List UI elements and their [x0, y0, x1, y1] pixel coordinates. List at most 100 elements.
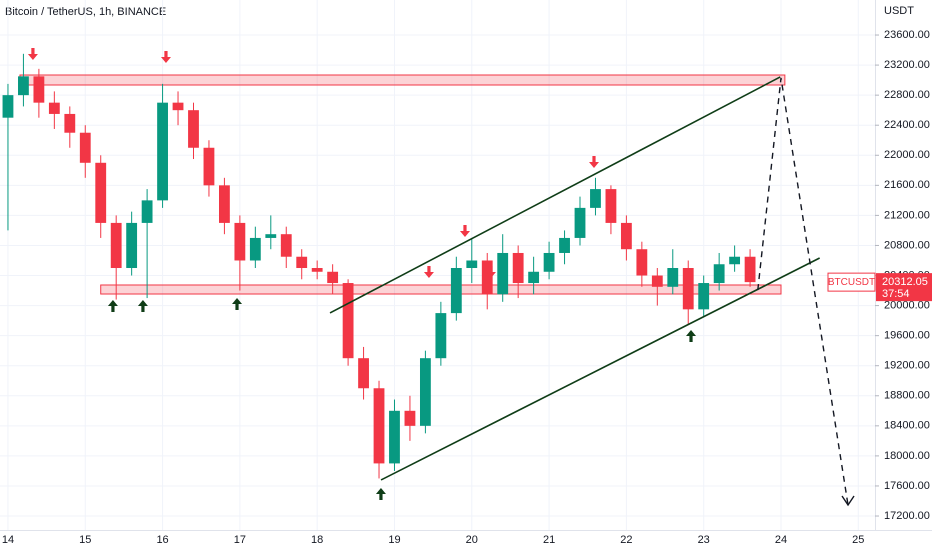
y-tick-label: 20000.00 [884, 299, 930, 311]
candle-body [543, 252, 555, 272]
y-tick-label: 18400.00 [884, 420, 930, 432]
y-tick-label: 20800.00 [884, 239, 930, 251]
y-tick-label: 22000.00 [884, 149, 930, 161]
candle-body [110, 222, 122, 269]
candle-body [342, 283, 354, 359]
candle [389, 399, 400, 471]
x-tick-label: 21 [543, 534, 555, 546]
candle-body [466, 260, 478, 269]
candle [528, 256, 540, 295]
y-tick-label: 19200.00 [884, 360, 930, 372]
zone [100, 284, 782, 295]
x-tick-label: 15 [79, 534, 91, 546]
candle [265, 215, 277, 250]
arrow-down [423, 266, 434, 279]
price-tag [876, 273, 932, 302]
candle [481, 252, 493, 310]
candle-body [435, 313, 447, 359]
y-tick-label: 23600.00 [884, 29, 930, 41]
arrow-up [107, 300, 118, 313]
x-tick-label: 22 [620, 534, 632, 546]
candle [296, 249, 308, 280]
y-tick-label: 17200.00 [884, 510, 930, 522]
arrow-down [160, 50, 171, 63]
candle-body [605, 189, 617, 223]
candle [126, 211, 138, 276]
candle-body [157, 102, 168, 201]
trend-line [380, 257, 821, 481]
candle-body [682, 268, 694, 310]
candle-body [188, 110, 199, 148]
candle [311, 260, 323, 280]
y-tick-label: 22800.00 [884, 89, 930, 101]
x-tick-label: 19 [388, 534, 400, 546]
y-tick-label: 17600.00 [884, 480, 930, 492]
candle [188, 102, 199, 160]
candle-body [126, 222, 138, 269]
candle-body [48, 102, 60, 114]
candle-body [698, 283, 710, 310]
candle-body [404, 410, 416, 426]
x-tick-label: 23 [698, 534, 710, 546]
candle [404, 395, 416, 441]
candle [466, 237, 478, 284]
y-tick-label: 18000.00 [884, 450, 930, 462]
candle [590, 177, 601, 216]
candle [373, 380, 385, 479]
candle [450, 256, 462, 321]
candle-body [327, 271, 339, 284]
candle [33, 68, 45, 118]
zone [19, 74, 786, 86]
candle [2, 83, 14, 231]
candle-body [419, 358, 431, 426]
x-tick-label: 25 [852, 534, 864, 546]
candle-body [79, 132, 91, 163]
candle-body [497, 252, 509, 295]
trend-line [329, 76, 781, 314]
countdown-label: 37:54 [882, 288, 910, 300]
projection-head [841, 495, 855, 507]
candle [18, 53, 29, 107]
x-tick-label: 24 [775, 534, 787, 546]
candle [512, 245, 524, 299]
arrow-down [459, 224, 470, 237]
candle [203, 140, 215, 197]
candle-body [373, 388, 385, 464]
candle-body [667, 268, 679, 287]
candle [729, 245, 741, 272]
candle [713, 252, 725, 291]
last-price-label: 20312.05 [882, 276, 928, 288]
candle [342, 279, 354, 366]
candle [234, 215, 246, 291]
axis-unit: USDT [884, 5, 914, 17]
candle-body [2, 95, 14, 118]
candle [327, 264, 339, 295]
y-tick-label: 21600.00 [884, 179, 930, 191]
candle [110, 215, 122, 300]
candle-body [528, 271, 540, 284]
candle [620, 215, 632, 261]
y-tick-label: 22400.00 [884, 119, 930, 131]
y-tick-label: 23200.00 [884, 59, 930, 71]
candle [419, 350, 431, 434]
candle-body [311, 268, 323, 272]
candle-body [636, 249, 648, 276]
candle-body [729, 256, 741, 265]
candle [698, 275, 710, 317]
candle-body [280, 234, 292, 257]
candle [636, 241, 648, 287]
arrow-up [137, 300, 148, 313]
x-tick-label: 17 [234, 534, 246, 546]
candle-body [234, 222, 246, 261]
y-tick-label: 18800.00 [884, 390, 930, 402]
candle-body [141, 200, 153, 223]
candle-body [64, 113, 76, 133]
candle [543, 241, 555, 280]
y-tick-label: 19600.00 [884, 330, 930, 342]
candle [280, 226, 292, 269]
candle [651, 268, 663, 306]
candle [682, 260, 694, 325]
candle [559, 230, 570, 265]
candle [574, 196, 586, 246]
